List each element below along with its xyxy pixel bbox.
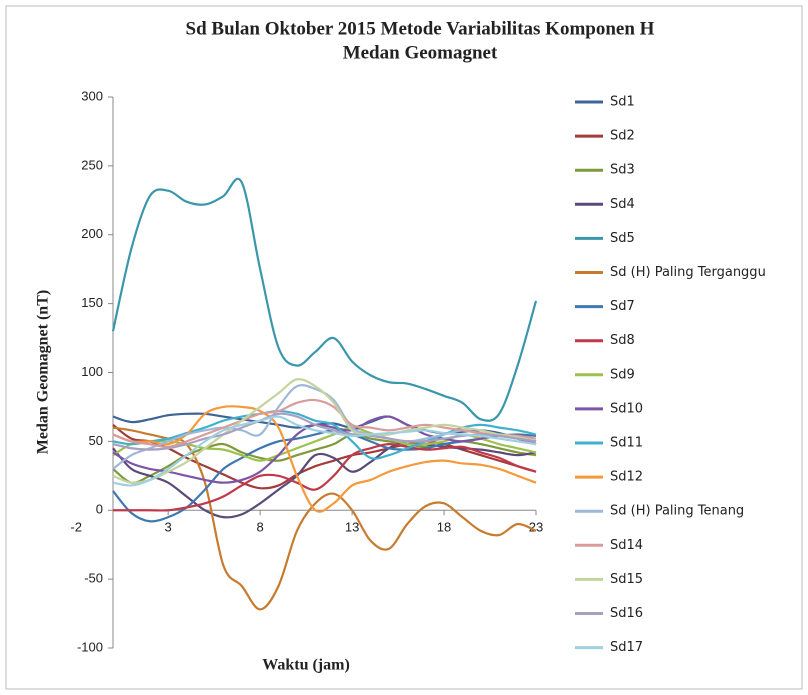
legend-label: Sd (H) Paling Tenang	[610, 504, 744, 519]
y-tick-label: 200	[81, 226, 103, 241]
legend-label: Sd14	[610, 538, 643, 553]
series-line	[112, 415, 537, 487]
legend-label: Sd17	[610, 640, 643, 655]
chart-title: Medan Geomagnet	[343, 42, 498, 63]
y-axis-title: Medan Geomagnet (nT)	[35, 290, 52, 454]
series-line	[112, 415, 537, 484]
y-tick-label: 150	[81, 295, 103, 310]
x-tick-label: 3	[165, 520, 172, 535]
x-tick-label: 23	[529, 520, 543, 535]
legend-label: Sd7	[610, 299, 635, 314]
series-line	[112, 378, 537, 484]
x-tick-label: 13	[345, 520, 359, 535]
y-tick-label: -100	[77, 639, 103, 654]
legend-label: Sd12	[610, 470, 643, 485]
legend-label: Sd3	[610, 163, 635, 178]
x-tick-label: 18	[437, 520, 451, 535]
y-tick-label: 0	[96, 502, 103, 517]
y-tick-label: 100	[81, 364, 103, 379]
y-tick-label: -50	[84, 571, 103, 586]
legend-label: Sd11	[610, 436, 643, 451]
legend-label: Sd1	[610, 95, 635, 110]
series-line	[111, 177, 538, 422]
x-axis-title: Waktu (jam)	[262, 657, 350, 674]
x-tick-label: -2	[70, 520, 82, 535]
series-line	[112, 398, 537, 449]
legend-label: Sd8	[610, 333, 635, 348]
y-tick-label: 300	[81, 88, 103, 103]
legend-label: Sd2	[610, 129, 635, 144]
legend-label: Sd9	[610, 367, 635, 382]
y-tick-label: 50	[89, 433, 103, 448]
legend-label: Sd10	[610, 401, 643, 416]
legend-label: Sd5	[610, 231, 635, 246]
legend-label: Sd4	[610, 197, 635, 212]
legend-label: Sd16	[610, 606, 643, 621]
legend-label: Sd (H) Paling Terganggu	[610, 265, 766, 280]
x-tick-label: 8	[257, 520, 264, 535]
y-tick-label: 250	[81, 157, 103, 172]
series-line	[112, 443, 537, 512]
chart-border	[5, 5, 803, 690]
legend-label: Sd15	[610, 572, 643, 587]
chart-title: Sd Bulan Oktober 2015 Metode Variabilita…	[186, 18, 655, 39]
series-line	[112, 440, 537, 519]
